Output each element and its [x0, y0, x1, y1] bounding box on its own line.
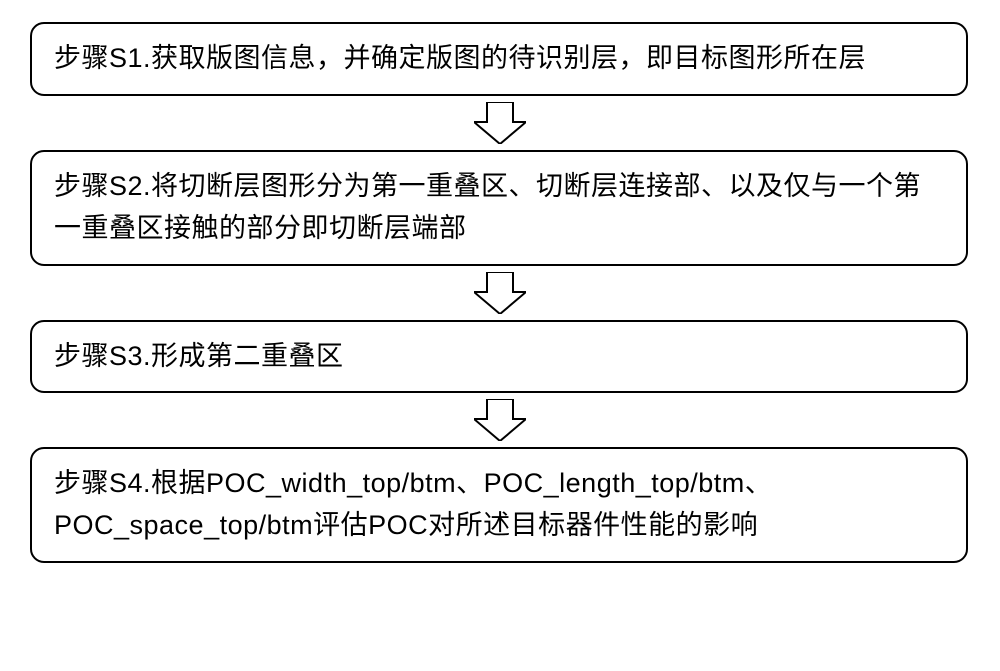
step-box-s3: 步骤S3.形成第二重叠区 — [30, 320, 968, 394]
arrow-down-icon — [474, 272, 526, 314]
arrow-s1-s2 — [0, 102, 1000, 144]
arrow-down-icon — [474, 102, 526, 144]
step-text-s1: 步骤S1.获取版图信息，并确定版图的待识别层，即目标图形所在层 — [54, 38, 866, 80]
arrow-s3-s4 — [0, 399, 1000, 441]
step-text-s2: 步骤S2.将切断层图形分为第一重叠区、切断层连接部、以及仅与一个第一重叠区接触的… — [54, 166, 944, 250]
arrow-s2-s3 — [0, 272, 1000, 314]
flowchart-canvas: 步骤S1.获取版图信息，并确定版图的待识别层，即目标图形所在层 步骤S2.将切断… — [0, 0, 1000, 671]
step-box-s4: 步骤S4.根据POC_width_top/btm、POC_length_top/… — [30, 447, 968, 563]
step-box-s2: 步骤S2.将切断层图形分为第一重叠区、切断层连接部、以及仅与一个第一重叠区接触的… — [30, 150, 968, 266]
arrow-down-icon — [474, 399, 526, 441]
step-text-s3: 步骤S3.形成第二重叠区 — [54, 336, 344, 378]
step-text-s4: 步骤S4.根据POC_width_top/btm、POC_length_top/… — [54, 463, 944, 547]
step-box-s1: 步骤S1.获取版图信息，并确定版图的待识别层，即目标图形所在层 — [30, 22, 968, 96]
